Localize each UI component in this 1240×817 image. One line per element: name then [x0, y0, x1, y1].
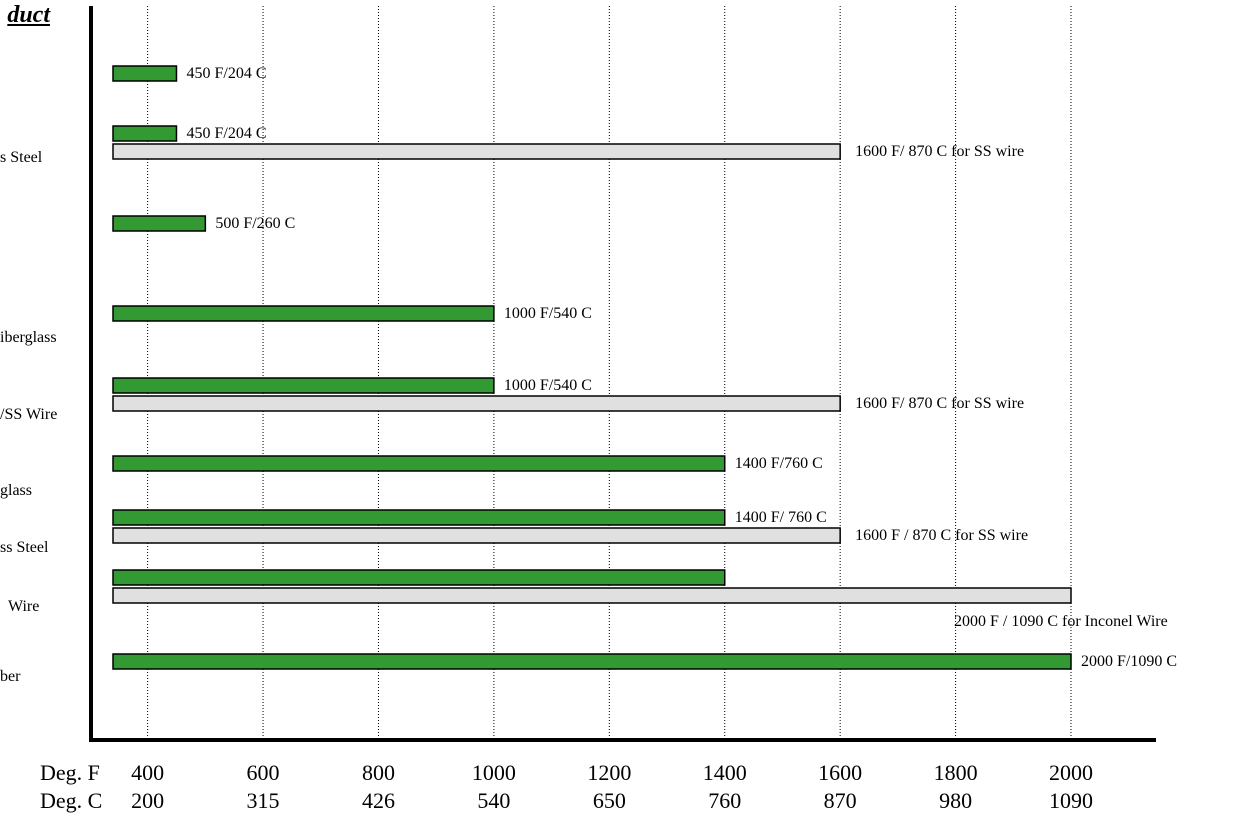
- tick-label-f-2000: 2000: [1049, 760, 1093, 785]
- bar-label-6-0: 1400 F/ 760 C: [735, 509, 827, 526]
- bar-1-green: [112, 125, 178, 142]
- bar-label-5-0: 1400 F/760 C: [735, 455, 823, 472]
- tick-label-c-980: 980: [939, 788, 973, 813]
- bar-7-green: [112, 569, 726, 586]
- tick-label-f-1000: 1000: [471, 760, 516, 785]
- tick-label-c-1090: 1090: [1049, 788, 1093, 813]
- tick-label-f-1400: 1400: [702, 760, 747, 785]
- tick-label-c-540: 540: [477, 788, 511, 813]
- tick-label-c-426: 426: [361, 788, 395, 813]
- tick-label-c-200: 200: [131, 788, 165, 813]
- category-label-3: iberglass: [0, 329, 57, 346]
- bar-label-7-1: 2000 F / 1090 C for Inconel Wire: [954, 613, 1168, 630]
- category-label-7: Wire: [8, 598, 40, 615]
- axes: [89, 6, 1156, 742]
- bar-label-4-1: 1600 F/ 870 C for SS wire: [855, 395, 1024, 412]
- bar-6-green: [112, 509, 726, 526]
- scale-label-fahrenheit: Deg. F: [40, 760, 100, 785]
- tick-label-f-1800: 1800: [933, 760, 978, 785]
- bar-4-grey: [112, 395, 841, 412]
- category-label-8: ber: [0, 668, 21, 685]
- scale-label-celsius: Deg. C: [40, 788, 103, 813]
- tick-label-f-600: 600: [246, 760, 280, 785]
- bar-3-green: [112, 305, 495, 322]
- category-label-4: /SS Wire: [0, 406, 58, 423]
- bar-6-grey: [112, 527, 841, 544]
- tick-label-c-870: 870: [823, 788, 857, 813]
- bar-labels: 450 F/204 C 450 F/204 C 1600 F/ 870 C for …: [186, 65, 1177, 670]
- bar-label-0-0: 450 F/204 C: [186, 65, 266, 82]
- bar-1-grey: [112, 143, 841, 160]
- bar-label-1-0: 450 F/204 C: [186, 125, 266, 142]
- bar-label-8-0: 2000 F/1090 C: [1081, 653, 1177, 670]
- tick-label-c-650: 650: [592, 788, 626, 813]
- bar-label-4-0: 1000 F/540 C: [504, 377, 592, 394]
- category-label-5: glass: [0, 482, 32, 499]
- bar-7-grey: [112, 587, 1072, 604]
- category-label-6: ss Steel: [0, 539, 49, 556]
- bar-label-2-0: 500 F/260 C: [215, 215, 295, 232]
- bar-5-green: [112, 455, 726, 472]
- bars: [112, 65, 1072, 670]
- tick-label-f-800: 800: [361, 760, 395, 785]
- category-label-1: s Steel: [0, 149, 43, 166]
- bar-4-green: [112, 377, 495, 394]
- grid-lines: [147, 6, 1072, 740]
- bar-label-3-0: 1000 F/540 C: [504, 305, 592, 322]
- bar-8-green: [112, 653, 1072, 670]
- tick-label-f-1600: 1600: [818, 760, 863, 785]
- tick-label-f-400: 400: [131, 760, 165, 785]
- bar-2-green: [112, 215, 207, 232]
- tick-label-c-315: 315: [246, 788, 280, 813]
- tick-label-f-1200: 1200: [587, 760, 632, 785]
- chart-title: duct: [7, 2, 50, 28]
- bar-label-1-1: 1600 F/ 870 C for SS wire: [855, 143, 1024, 160]
- bar-label-6-1: 1600 F / 870 C for SS wire: [855, 527, 1028, 544]
- tick-label-c-760: 760: [708, 788, 742, 813]
- bar-0-green: [112, 65, 178, 82]
